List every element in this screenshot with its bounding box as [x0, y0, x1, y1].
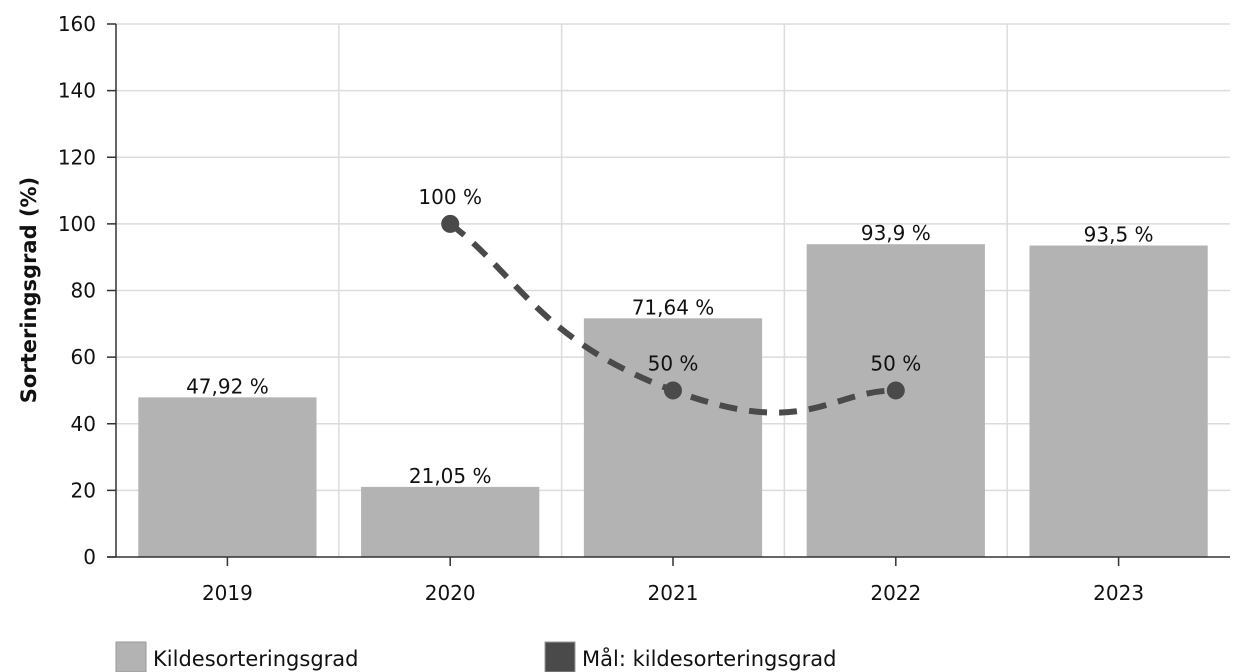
- bar: [806, 244, 985, 557]
- x-tick-label: 2023: [1093, 581, 1144, 605]
- y-tick-label: 80: [71, 279, 96, 303]
- y-tick-label: 140: [58, 79, 96, 103]
- target-value-label: 100 %: [418, 185, 482, 209]
- target-point: [664, 381, 682, 400]
- x-tick-label: 2021: [648, 581, 699, 605]
- legend: Kildesorteringsgrad Mål: kildesorteringsg…: [115, 641, 836, 672]
- legend-swatch: [544, 641, 576, 672]
- y-tick-label: 120: [58, 145, 96, 169]
- bar-value-label: 93,9 %: [861, 221, 931, 245]
- x-tick-label: 2022: [870, 581, 921, 605]
- bar: [1029, 245, 1208, 557]
- target-point: [886, 381, 905, 400]
- y-tick-label: 100: [58, 212, 96, 236]
- bar: [583, 318, 763, 557]
- bar-layer: [138, 244, 1208, 557]
- target-value-label: 50 %: [648, 351, 699, 375]
- y-tick-label: 40: [71, 412, 96, 436]
- x-tick-label: 2019: [202, 581, 253, 605]
- label-layer: 47,92 % 21,05 % 71,64 % 93,9 % 93,5 % 100 % 50…: [186, 185, 1153, 488]
- y-tick-label: 0: [83, 545, 96, 569]
- y-tick-label: 20: [71, 478, 96, 502]
- bar: [361, 486, 540, 557]
- target-value-label: 50 %: [870, 351, 921, 375]
- bar-value-label: 71,64 %: [632, 295, 715, 319]
- y-tick-label: 160: [58, 12, 96, 36]
- legend-label: Kildesorteringsgrad: [153, 647, 358, 671]
- target-point: [441, 214, 460, 233]
- y-tick-label: 60: [71, 345, 96, 369]
- x-tick-label: 2020: [425, 581, 476, 605]
- line-layer: [441, 214, 905, 416]
- axis-layer: 0 20 40 60 80 100 120 140 160 2019 2020 2021 2022 202…: [58, 12, 1230, 605]
- legend-swatch: [115, 641, 147, 672]
- bar-value-label: 93,5 %: [1084, 223, 1154, 247]
- y-axis-title: Sorteringsgrad (%): [17, 177, 41, 403]
- bar: [138, 397, 317, 557]
- bar-value-label: 21,05 %: [409, 464, 492, 488]
- bar-value-label: 47,92 %: [186, 374, 269, 398]
- legend-label: Mål: kildesorteringsgrad: [582, 646, 836, 671]
